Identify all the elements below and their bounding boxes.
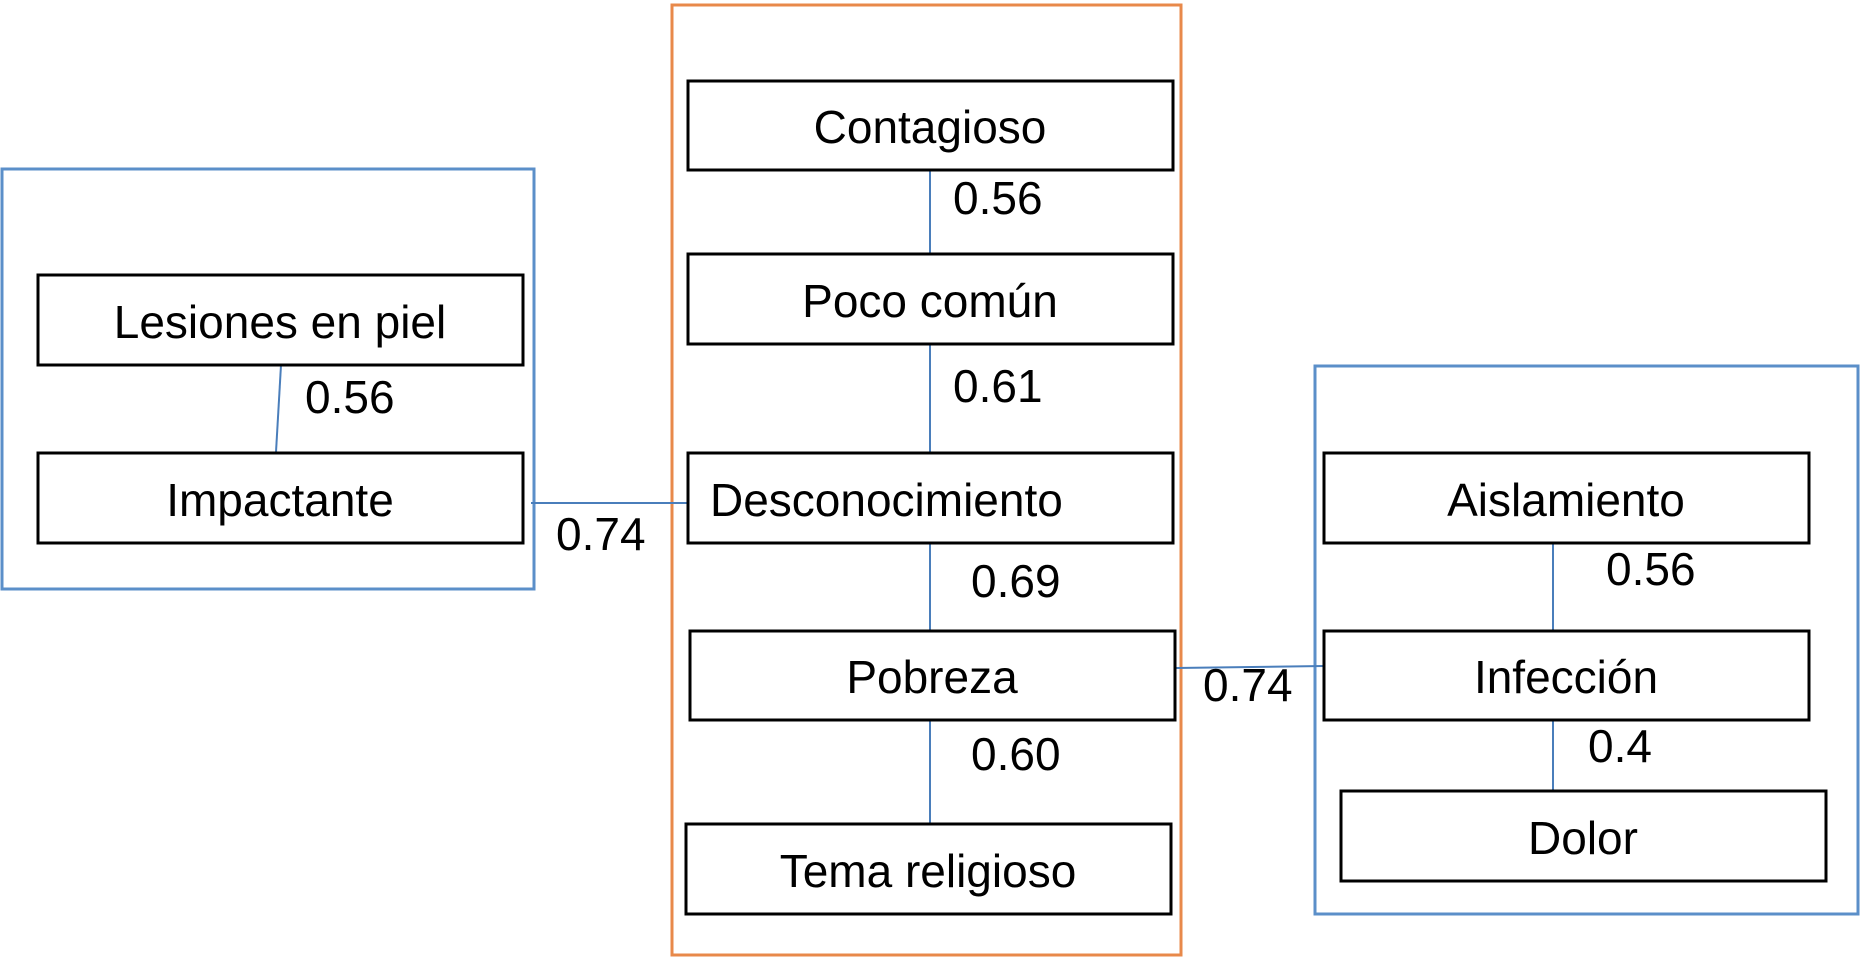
node-tema-religioso: Tema religioso xyxy=(684,822,1173,916)
node-lesiones-en-piel: Lesiones en piel xyxy=(36,273,525,367)
node-tema-religioso-label: Tema religioso xyxy=(780,845,1077,897)
node-lesiones-en-piel-label: Lesiones en piel xyxy=(114,296,446,348)
center-cluster-frame xyxy=(670,3,1183,957)
edge-line-lesiones-impactante xyxy=(275,364,282,453)
node-pobreza: Pobreza xyxy=(688,629,1177,722)
edge-label-contagioso-poco-comun: 0.56 xyxy=(953,172,1043,224)
node-poco-comun: Poco común xyxy=(686,252,1175,346)
edge-line-pobreza-infeccion xyxy=(1175,665,1325,669)
edge-label-pobreza-tema-religioso: 0.60 xyxy=(971,728,1061,780)
node-dolor-label: Dolor xyxy=(1528,812,1638,864)
node-contagioso-label: Contagioso xyxy=(814,101,1047,153)
edge-label-lesiones-impactante: 0.56 xyxy=(305,371,395,423)
node-dolor: Dolor xyxy=(1339,789,1828,883)
node-impactante: Impactante xyxy=(36,451,525,545)
node-infeccion-label: Infección xyxy=(1474,651,1658,703)
node-aislamiento: Aislamiento xyxy=(1322,451,1811,545)
node-aislamiento-label: Aislamiento xyxy=(1447,474,1685,526)
edge-label-pobreza-infeccion: 0.74 xyxy=(1203,659,1293,711)
node-poco-comun-label: Poco común xyxy=(802,275,1058,327)
edge-label-aislamiento-infeccion: 0.56 xyxy=(1606,543,1696,595)
node-infeccion: Infección xyxy=(1322,629,1811,722)
node-pobreza-label: Pobreza xyxy=(846,651,1018,703)
left-cluster-frame xyxy=(0,167,536,591)
node-contagioso: Contagioso xyxy=(686,79,1175,172)
right-cluster-frame xyxy=(1313,364,1860,916)
edge-label-desconocimiento-pobreza: 0.69 xyxy=(971,555,1061,607)
edge-label-infeccion-dolor: 0.4 xyxy=(1588,720,1652,772)
edge-label-poco-comun-desconocimiento: 0.61 xyxy=(953,360,1043,412)
node-desconocimiento-label: Desconocimiento xyxy=(710,474,1063,526)
node-desconocimiento: Desconocimiento xyxy=(686,451,1175,545)
edge-label-impactante-desconocimiento: 0.74 xyxy=(556,508,646,560)
node-impactante-label: Impactante xyxy=(166,474,394,526)
